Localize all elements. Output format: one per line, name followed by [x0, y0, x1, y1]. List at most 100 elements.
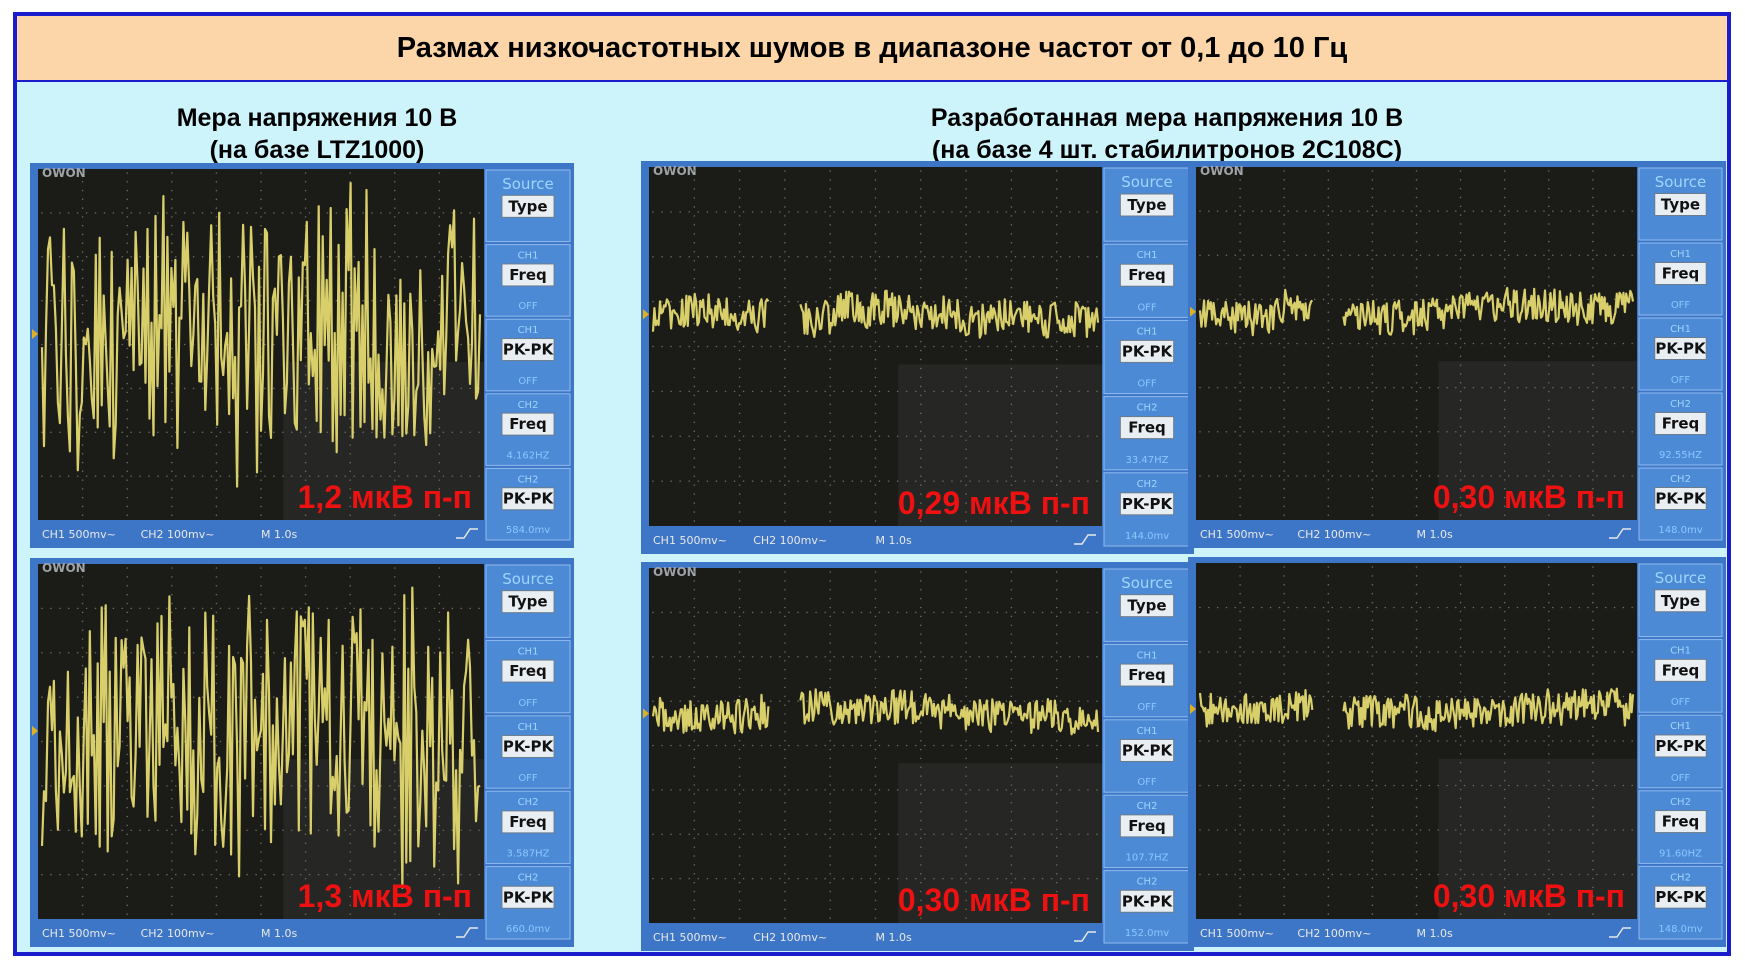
menu-cell-value: OFF — [518, 376, 538, 387]
caption-line: Разработанная мера напряжения 10 В — [930, 104, 1404, 132]
status-ch2: CH2 100mv~ — [141, 927, 215, 940]
side-menu: Source Type CH1 Freq OFF CH1 PK-PK OFF CH2 Freq 3.… — [485, 564, 571, 940]
channel-marker-icon — [1190, 703, 1196, 714]
status-bar: CH1 500mv~ CH2 100mv~ M 1.0s — [653, 534, 1096, 547]
menu-cell: CH2 PK-PK 144.0mv — [1103, 472, 1191, 547]
menu-button[interactable] — [1654, 734, 1707, 758]
menu-button[interactable] — [501, 487, 555, 511]
menu-button[interactable] — [1119, 594, 1175, 618]
menu-button[interactable] — [1119, 193, 1175, 217]
trigger-edge-icon — [456, 927, 478, 938]
menu-button-label: Freq — [509, 266, 547, 284]
menu-cell: CH1 PK-PK OFF — [485, 715, 571, 789]
menu-button[interactable] — [1654, 262, 1707, 285]
menu-cell-heading: CH1 — [518, 251, 539, 262]
menu-cell-heading: Source — [1121, 574, 1173, 592]
screen-glare — [1438, 758, 1637, 919]
menu-cell-heading: Source — [1655, 173, 1707, 191]
status-timebase: M 1.0s — [876, 534, 912, 547]
menu-button[interactable] — [501, 734, 555, 758]
menu-button[interactable] — [1119, 416, 1175, 440]
menu-button-label: Type — [1661, 196, 1700, 214]
menu-button-label: Freq — [1662, 661, 1700, 679]
menu-button[interactable] — [1654, 412, 1707, 435]
menu-cell-heading: CH1 — [1137, 326, 1158, 337]
menu-cell: Source Type — [1103, 568, 1191, 642]
side-menu: Source Type CH1 Freq OFF CH1 PK-PK OFF CH2 Freq 4.… — [485, 169, 571, 541]
caption-line: (на базе 4 шт. стабилитронов 2С108С) — [931, 136, 1403, 164]
menu-button[interactable] — [1654, 487, 1707, 510]
oscilloscope-screenshot: OWON 1,3 мкВ п-п CH1 500mv~ CH2 100mv~ M 1.0… — [30, 558, 574, 947]
menu-cell-heading: CH2 — [1670, 872, 1691, 883]
menu-cell-value: 584.0mv — [506, 525, 550, 536]
menu-cell: CH1 Freq OFF — [1103, 643, 1191, 718]
caption-reference-standard: Мера напряжения 10 В (на базе LTZ1000) — [112, 102, 522, 166]
noise-trace — [1198, 286, 1635, 337]
menu-button[interactable] — [501, 194, 555, 218]
menu-cell: Source Type — [1638, 563, 1723, 638]
noise-amplitude-label: 1,3 мкВ п-п — [298, 878, 472, 914]
menu-button[interactable] — [501, 590, 555, 614]
menu-button-label: PK-PK — [503, 490, 555, 508]
channel-marker-icon — [32, 328, 38, 339]
scope-screen — [1196, 563, 1637, 919]
menu-button-label: PK-PK — [1655, 888, 1707, 906]
brand-label: OWON — [42, 561, 86, 575]
menu-button-label: PK-PK — [1655, 737, 1707, 755]
status-timebase: M 1.0s — [261, 927, 297, 940]
menu-cell-heading: CH1 — [1670, 721, 1691, 732]
menu-button[interactable] — [1119, 492, 1175, 516]
menu-button[interactable] — [501, 263, 555, 287]
menu-button[interactable] — [501, 810, 555, 834]
menu-button[interactable] — [1654, 658, 1707, 682]
menu-cell-value: 660.0mv — [506, 924, 550, 935]
menu-button[interactable] — [501, 338, 555, 362]
channel-marker-icon — [643, 309, 649, 320]
menu-button[interactable] — [1119, 738, 1175, 762]
menu-button[interactable] — [1119, 889, 1175, 913]
menu-button-label: Freq — [509, 813, 547, 831]
menu-button[interactable] — [501, 412, 555, 436]
menu-button[interactable] — [501, 659, 555, 683]
menu-cell-value: OFF — [518, 773, 538, 784]
menu-cell: CH2 PK-PK 660.0mv — [485, 866, 571, 940]
status-ch2: CH2 100mv~ — [753, 931, 827, 944]
menu-cell: CH2 Freq 107.7HZ — [1103, 794, 1191, 869]
menu-cell-heading: Source — [1121, 173, 1173, 191]
menu-button-label: PK-PK — [503, 737, 555, 755]
menu-button[interactable] — [1654, 885, 1707, 909]
scope-screen — [1196, 167, 1637, 520]
menu-button-label: Freq — [1662, 813, 1700, 831]
menu-button[interactable] — [1654, 810, 1707, 834]
oscilloscope-screenshot: OWON 0,30 мкВ п-п CH1 500mv~ CH2 100mv~ M 1.… — [1188, 161, 1726, 548]
menu-cell-value: OFF — [1671, 697, 1691, 708]
status-timebase: M 1.0s — [1417, 927, 1453, 940]
menu-button[interactable] — [1654, 193, 1707, 216]
menu-cell: CH2 Freq 92.55HZ — [1638, 392, 1723, 466]
menu-button[interactable] — [1119, 263, 1175, 287]
noise-trace — [1198, 687, 1635, 733]
menu-cell: CH2 Freq 91.60HZ — [1638, 790, 1723, 864]
status-ch1: CH1 500mv~ — [1200, 528, 1274, 541]
menu-button[interactable] — [1654, 589, 1707, 613]
menu-button[interactable] — [1119, 663, 1175, 687]
menu-button[interactable] — [501, 885, 555, 909]
status-ch1: CH1 500mv~ — [42, 528, 116, 541]
menu-cell-value: 107.7HZ — [1126, 853, 1169, 864]
menu-cell: CH2 Freq 4.162HZ — [485, 393, 571, 466]
status-ch2: CH2 100mv~ — [753, 534, 827, 547]
menu-button[interactable] — [1119, 814, 1175, 838]
brand-label: OWON — [42, 166, 86, 180]
menu-cell-heading: CH2 — [518, 873, 539, 884]
noise-amplitude-label: 0,29 мкВ п-п — [898, 485, 1090, 521]
menu-cell: CH2 PK-PK 148.0mv — [1638, 467, 1723, 541]
noise-trace — [40, 181, 482, 488]
status-bar: CH1 500mv~ CH2 100mv~ M 1.0s — [42, 528, 478, 541]
scope-display: OWON 0,30 мкВ п-п CH1 500mv~ CH2 100mv~ M 1.… — [1188, 161, 1726, 548]
menu-button[interactable] — [1654, 337, 1707, 360]
menu-button[interactable] — [1119, 339, 1175, 363]
menu-button-label: Freq — [1662, 415, 1700, 433]
menu-cell: CH1 PK-PK OFF — [1638, 714, 1723, 789]
menu-cell-value: 144.0mv — [1125, 531, 1169, 542]
screen-glare — [898, 763, 1102, 923]
